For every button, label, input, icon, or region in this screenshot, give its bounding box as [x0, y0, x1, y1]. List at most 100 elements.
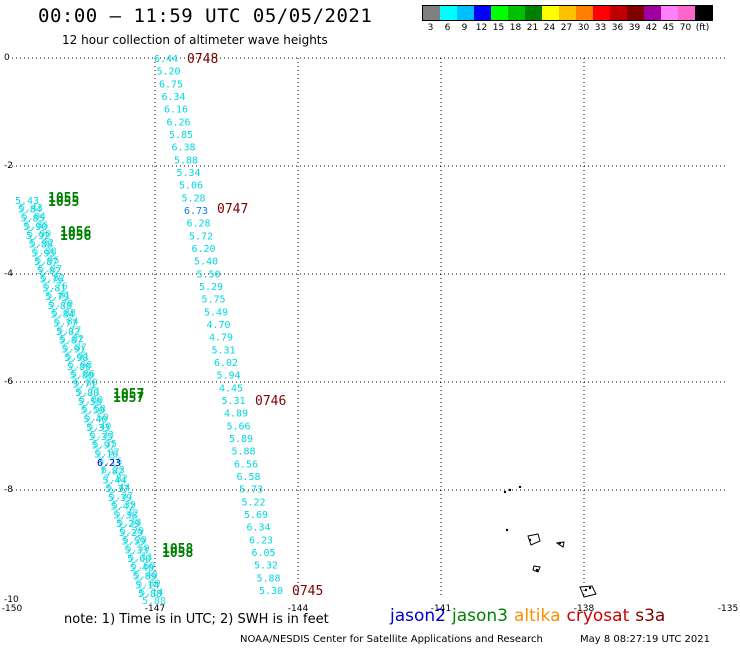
legend-label: 45 — [662, 23, 675, 33]
wave-height-label: 5.95 — [31, 248, 55, 259]
wave-height-label: 5.29 — [119, 528, 143, 539]
wave-height-label: 5.28 — [182, 193, 206, 204]
wave-height-label-overlap: 5.16 — [98, 456, 122, 467]
wave-height-label-overlap: 5.91 — [65, 351, 89, 362]
island-outline — [532, 565, 541, 573]
satellite-s3a: s3a — [635, 606, 666, 626]
wave-height-label-overlap: 5.82 — [60, 334, 84, 345]
wave-height-label: 5.88 — [29, 240, 53, 251]
x-tick-label: -135 — [718, 604, 738, 614]
wave-height-label: 5.40 — [83, 414, 107, 425]
wave-height-label: 5.97 — [92, 441, 116, 452]
satellite-cryosat: cryosat — [566, 606, 630, 626]
wave-height-label-overlap: 5.79 — [49, 299, 73, 310]
x-tick-label: -147 — [145, 604, 165, 614]
wave-height-label: 5.58 — [78, 397, 102, 408]
wave-height-label-overlap: 7.82 — [104, 474, 128, 485]
wave-height-label: 6.23 — [97, 458, 121, 469]
map-subtitle: 12 hour collection of altimeter wave hei… — [62, 33, 328, 47]
wave-height-label: 5.14 — [135, 580, 159, 591]
y-tick-label: 0 — [4, 53, 10, 63]
wave-height-label: 5.71 — [72, 379, 96, 390]
wave-height-label: 5.42 — [111, 502, 135, 513]
wave-height-label: 5.88 — [138, 589, 162, 600]
island-dot — [503, 490, 507, 494]
legend-label: 42 — [645, 23, 658, 33]
wave-height-label: 5.79 — [45, 292, 69, 303]
wave-height-label: 5.31 — [222, 396, 246, 407]
island-outline — [527, 533, 541, 546]
wave-height-label: 5.60 — [127, 554, 151, 565]
wave-height-label: 5.92 — [26, 231, 50, 242]
island-outline — [555, 541, 565, 548]
legend-label: 9 — [461, 23, 468, 33]
island-dot — [584, 588, 588, 592]
legend-swatch — [627, 6, 644, 20]
wave-height-label: 6.28 — [187, 219, 211, 230]
legend-swatch — [576, 6, 593, 20]
wave-height-label: 5.98 — [64, 353, 88, 364]
wave-height-label-overlap: 5.40 — [87, 421, 111, 432]
wave-height-label: 5.73 — [239, 485, 263, 496]
wave-height-label: 4.45 — [219, 383, 243, 394]
wave-height-label-overlap: 5.29 — [120, 526, 144, 537]
wave-height-label: 6.05 — [252, 548, 276, 559]
map-title: 00:00 – 11:59 UTC 05/05/2021 — [38, 5, 373, 27]
island-dot — [508, 488, 512, 492]
legend-label: 12 — [475, 23, 488, 33]
wave-height-label: 5.76 — [40, 275, 64, 286]
island-outline — [579, 585, 597, 598]
wave-height-label: 5.82 — [56, 327, 80, 338]
wave-height-label: 4.89 — [224, 409, 248, 420]
pass-time-label: 0746 — [255, 394, 286, 409]
wave-height-label: 5.22 — [242, 497, 266, 508]
wave-height-label-overlap: 5.88 — [33, 247, 57, 258]
legend-swatch — [491, 6, 508, 20]
wave-height-label: 5.35 — [89, 432, 113, 443]
satellite-jason2: jason2 — [390, 606, 446, 626]
wave-height-label: 5.88 — [257, 573, 281, 584]
wave-height-label: 6.44 — [154, 54, 178, 65]
wave-height-label-overlap: 5.71 — [76, 386, 100, 397]
legend-label: 33 — [594, 23, 607, 33]
y-tick-label: -4 — [4, 269, 13, 279]
legend-swatch — [593, 6, 610, 20]
wave-height-label: 5.50 — [81, 406, 105, 417]
wave-height-label: 5.29 — [199, 282, 223, 293]
left-altimeter-track: 5.435.435.845.845.855.855.905.905.925.92… — [15, 196, 166, 607]
island-outlines — [503, 485, 597, 598]
legend-swatches — [422, 5, 713, 21]
wave-height-label: 5.43 — [15, 196, 39, 207]
island-dot — [518, 485, 522, 489]
wave-height-label-overlap: 5.50 — [85, 413, 109, 424]
wave-height-label: 5.91 — [61, 344, 85, 355]
wave-height-label: 5.44 — [102, 475, 126, 486]
pass-time-label-overlap: 1057 — [113, 391, 144, 406]
wave-height-label-overlap: 5.33 — [128, 552, 152, 563]
wave-height-label-overlap: 5.86 — [71, 369, 95, 380]
wave-height-label: 5.30 — [259, 586, 283, 597]
wave-height-label-overlap: 5.80 — [74, 378, 98, 389]
legend-swatch — [695, 6, 712, 20]
wave-height-label: 5.82 — [37, 266, 61, 277]
wave-height-label-overlap: 5.58 — [82, 404, 106, 415]
wave-height-label: 5.31 — [212, 345, 236, 356]
wave-height-label-overlap: 5.82 — [41, 273, 65, 284]
wave-height-label: 5.84 — [18, 205, 42, 216]
legend-label: 39 — [628, 23, 641, 33]
legend-swatch — [644, 6, 661, 20]
wave-height-label: 5.87 — [34, 257, 58, 268]
pass-time-label: 1058 — [162, 542, 193, 557]
wave-height-label-overlap: 5.77 — [57, 325, 81, 336]
wave-height-label: 6.75 — [159, 79, 183, 90]
wave-height-label-overlap: 5.88 — [142, 596, 166, 607]
wave-height-label: 6.34 — [247, 523, 271, 534]
wave-height-label: 5.06 — [179, 181, 203, 192]
wave-height-label: 5.37 — [105, 484, 129, 495]
legend-label: (ft) — [695, 23, 710, 33]
island-dot — [505, 528, 509, 532]
wave-height-label: 5.66 — [227, 421, 251, 432]
legend-swatch — [559, 6, 576, 20]
wave-height-label: 5.88 — [174, 155, 198, 166]
